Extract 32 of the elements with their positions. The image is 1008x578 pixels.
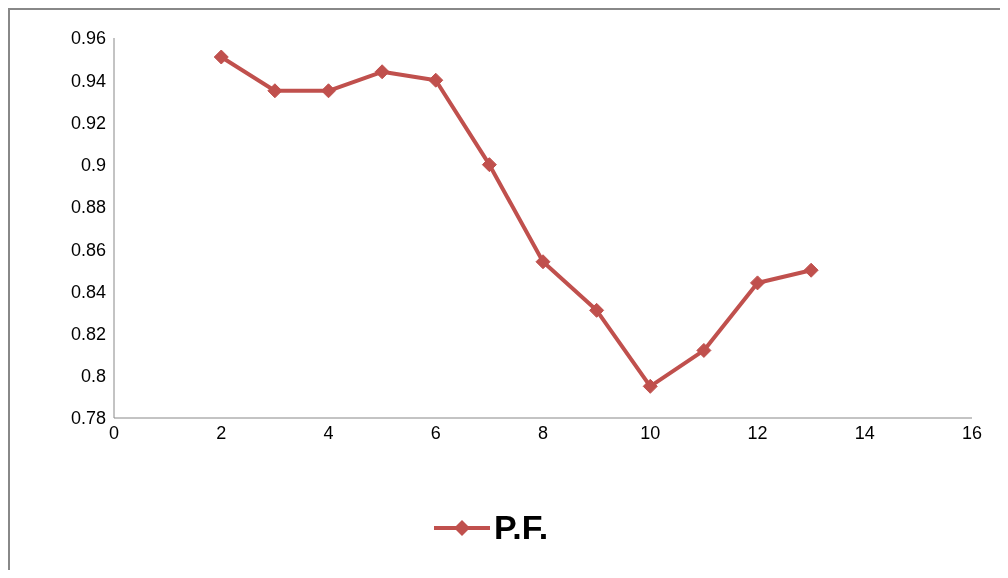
legend-label: P.F. [492,508,549,547]
y-tick-label: 0.8 [80,366,106,387]
x-tick-label: 14 [854,422,875,443]
point [374,64,390,80]
x-tick-label: 16 [961,422,983,443]
y-tick-label: 0.94 [70,70,106,91]
y-tick-label: 0.9 [80,155,106,176]
y-tick-label: 0.84 [70,281,106,302]
point [535,254,551,270]
x-tick-label: 6 [430,422,441,443]
x-tick-label: 12 [747,422,768,443]
point [696,342,712,358]
point [267,83,283,99]
point [642,378,658,394]
x-tick-label: 2 [216,422,227,443]
x-tick-label: 10 [640,422,661,443]
y-tick-label: 0.86 [70,239,106,260]
x-tick-label: 0 [108,422,120,443]
point [750,275,765,291]
y-tick-label: 0.78 [70,408,106,429]
y-tick-label: 0.88 [70,197,106,218]
point [481,157,497,173]
point [213,49,229,65]
point [321,83,336,99]
point [428,72,444,88]
point [803,262,819,278]
y-tick-label: 0.92 [70,112,106,133]
y-tick-label: 0.96 [70,28,106,49]
x-tick-label: 8 [537,422,549,443]
point [589,302,605,318]
x-tick-label: 4 [323,422,334,443]
y-tick-label: 0.82 [70,323,106,344]
